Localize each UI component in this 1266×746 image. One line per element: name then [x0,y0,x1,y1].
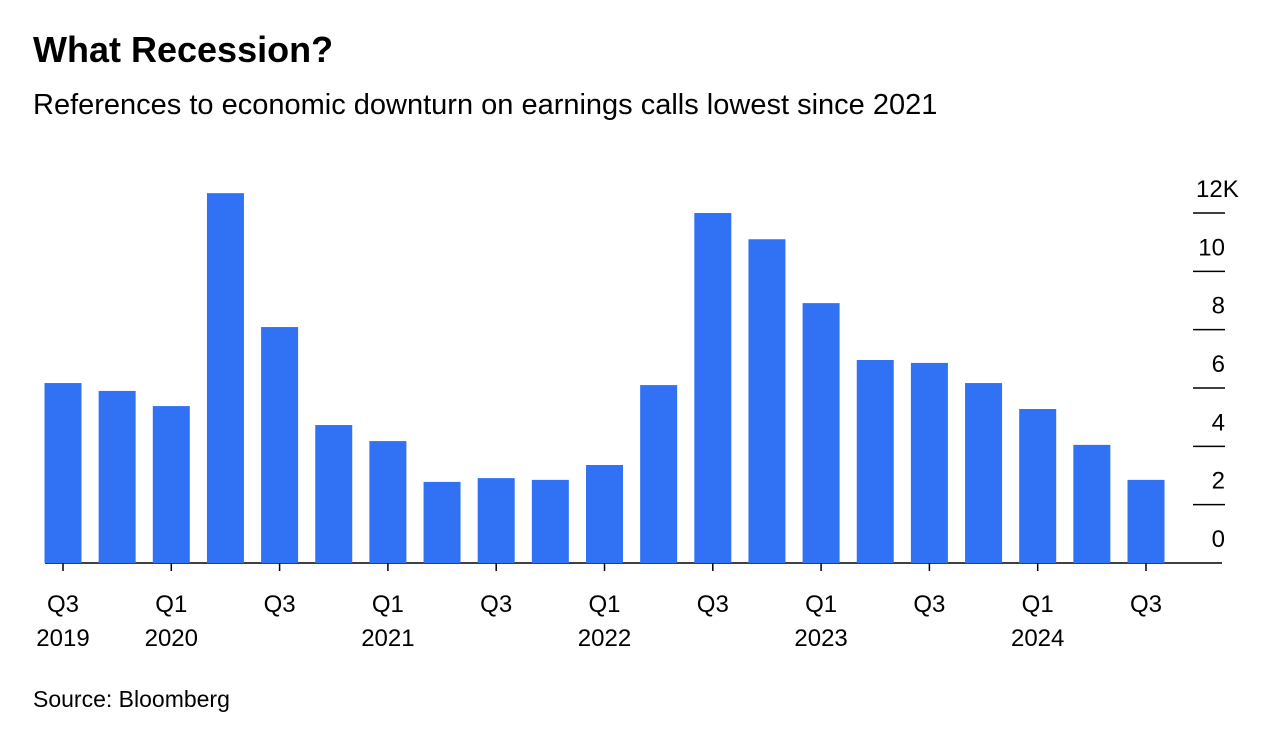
chart-title: What Recession? [33,29,333,70]
bar [369,441,407,563]
y-tick-label: 12K [1196,176,1239,203]
bar [98,390,136,563]
bar [802,303,840,563]
bar [640,385,678,563]
y-tick-label: 6 [1212,351,1225,378]
y-tick-label: 4 [1212,409,1225,436]
bar [748,239,786,563]
bar [586,465,623,563]
bar [477,478,515,563]
y-tick-label: 2 [1212,468,1225,495]
y-tick-label: 8 [1212,293,1225,320]
bar [965,383,1003,563]
bar [910,362,948,563]
bar [856,360,894,563]
bar [206,193,244,563]
x-tick-label: Q3 2019 [36,591,90,652]
source: Source: Bloomberg [33,686,230,712]
x-tick-label: Q1 2020 [144,591,198,652]
x-tick-label: Q1 2023 [794,591,848,652]
bar [44,383,82,563]
bar [423,481,461,563]
bar [1127,479,1165,563]
bar [531,479,569,563]
y-tick-label: 0 [1212,526,1225,553]
x-tick-label: Q1 2021 [361,591,415,652]
bar [694,213,732,563]
x-tick-label: Q3 [480,591,513,618]
y-tick-label: 10 [1198,234,1225,261]
bar [152,406,190,563]
x-tick-label: Q3 [696,591,729,618]
bar [1073,444,1111,563]
bar [315,425,353,563]
x-tick-label: Q3 [1129,591,1162,618]
x-tick-label: Q3 [913,591,946,618]
x-tick-label: Q1 2022 [577,591,632,652]
x-tick-label: Q3 [263,591,296,618]
bar [261,327,299,563]
chart-subtitle: References to economic downturn on earni… [33,89,937,121]
x-tick-label: Q1 2024 [1010,591,1065,652]
bar [1019,409,1057,563]
